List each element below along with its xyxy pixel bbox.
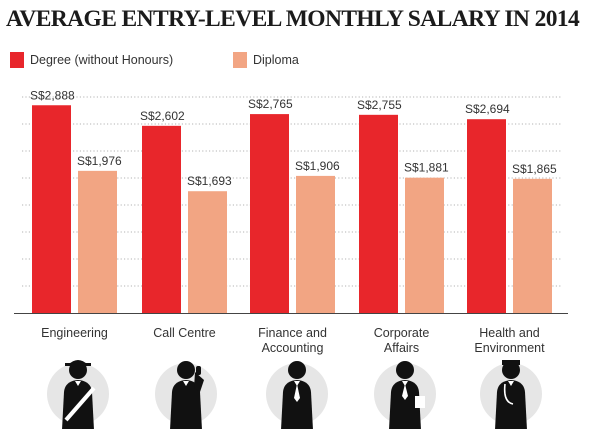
call-centre-worker-icon (155, 361, 217, 429)
bar-diploma (296, 175, 335, 313)
category-label: Corporate (374, 326, 430, 340)
data-label-degree: S$2,602 (140, 109, 185, 123)
bar-diploma (188, 191, 227, 313)
bar-degree (467, 119, 506, 313)
bar-degree (142, 125, 181, 313)
bar-diploma (78, 170, 117, 313)
bar-degree (32, 105, 71, 313)
data-label-diploma: S$1,865 (512, 162, 557, 176)
category-label: Affairs (384, 341, 419, 355)
data-label-diploma: S$1,906 (295, 159, 340, 173)
engineer-icon (47, 360, 109, 429)
legend-label-degree: Degree (without Honours) (30, 53, 174, 67)
category-label: Health and (479, 326, 540, 340)
legend-swatch-diploma (233, 52, 247, 68)
data-label-degree: S$2,765 (248, 97, 293, 111)
data-label-diploma: S$1,976 (77, 154, 122, 168)
bar-degree (250, 114, 289, 313)
data-label-degree: S$2,694 (465, 102, 510, 116)
data-label-degree: S$2,888 (30, 88, 75, 102)
data-label-diploma: S$1,693 (187, 174, 232, 188)
bar-diploma (513, 178, 552, 313)
legend-label-diploma: Diploma (253, 53, 299, 67)
bar-chart: S$2,888 S$1,976 Engineering S$2,602 S$1,693 C… (14, 88, 568, 355)
legend-swatch-degree (10, 52, 24, 68)
data-label-degree: S$2,755 (357, 98, 402, 112)
category-label: Accounting (262, 341, 324, 355)
category-label: Call Centre (153, 326, 216, 340)
corporate-worker-icon (374, 361, 436, 429)
data-label-diploma: S$1,881 (404, 161, 449, 175)
chart-title: AVERAGE ENTRY-LEVEL MONTHLY SALARY IN 20… (6, 6, 580, 32)
bar-degree (359, 114, 398, 313)
health-worker-icon (480, 360, 542, 429)
accountant-icon (266, 361, 328, 429)
bar-diploma (405, 177, 444, 313)
category-label: Finance and (258, 326, 327, 340)
category-label: Engineering (41, 326, 108, 340)
category-label: Environment (474, 341, 545, 355)
